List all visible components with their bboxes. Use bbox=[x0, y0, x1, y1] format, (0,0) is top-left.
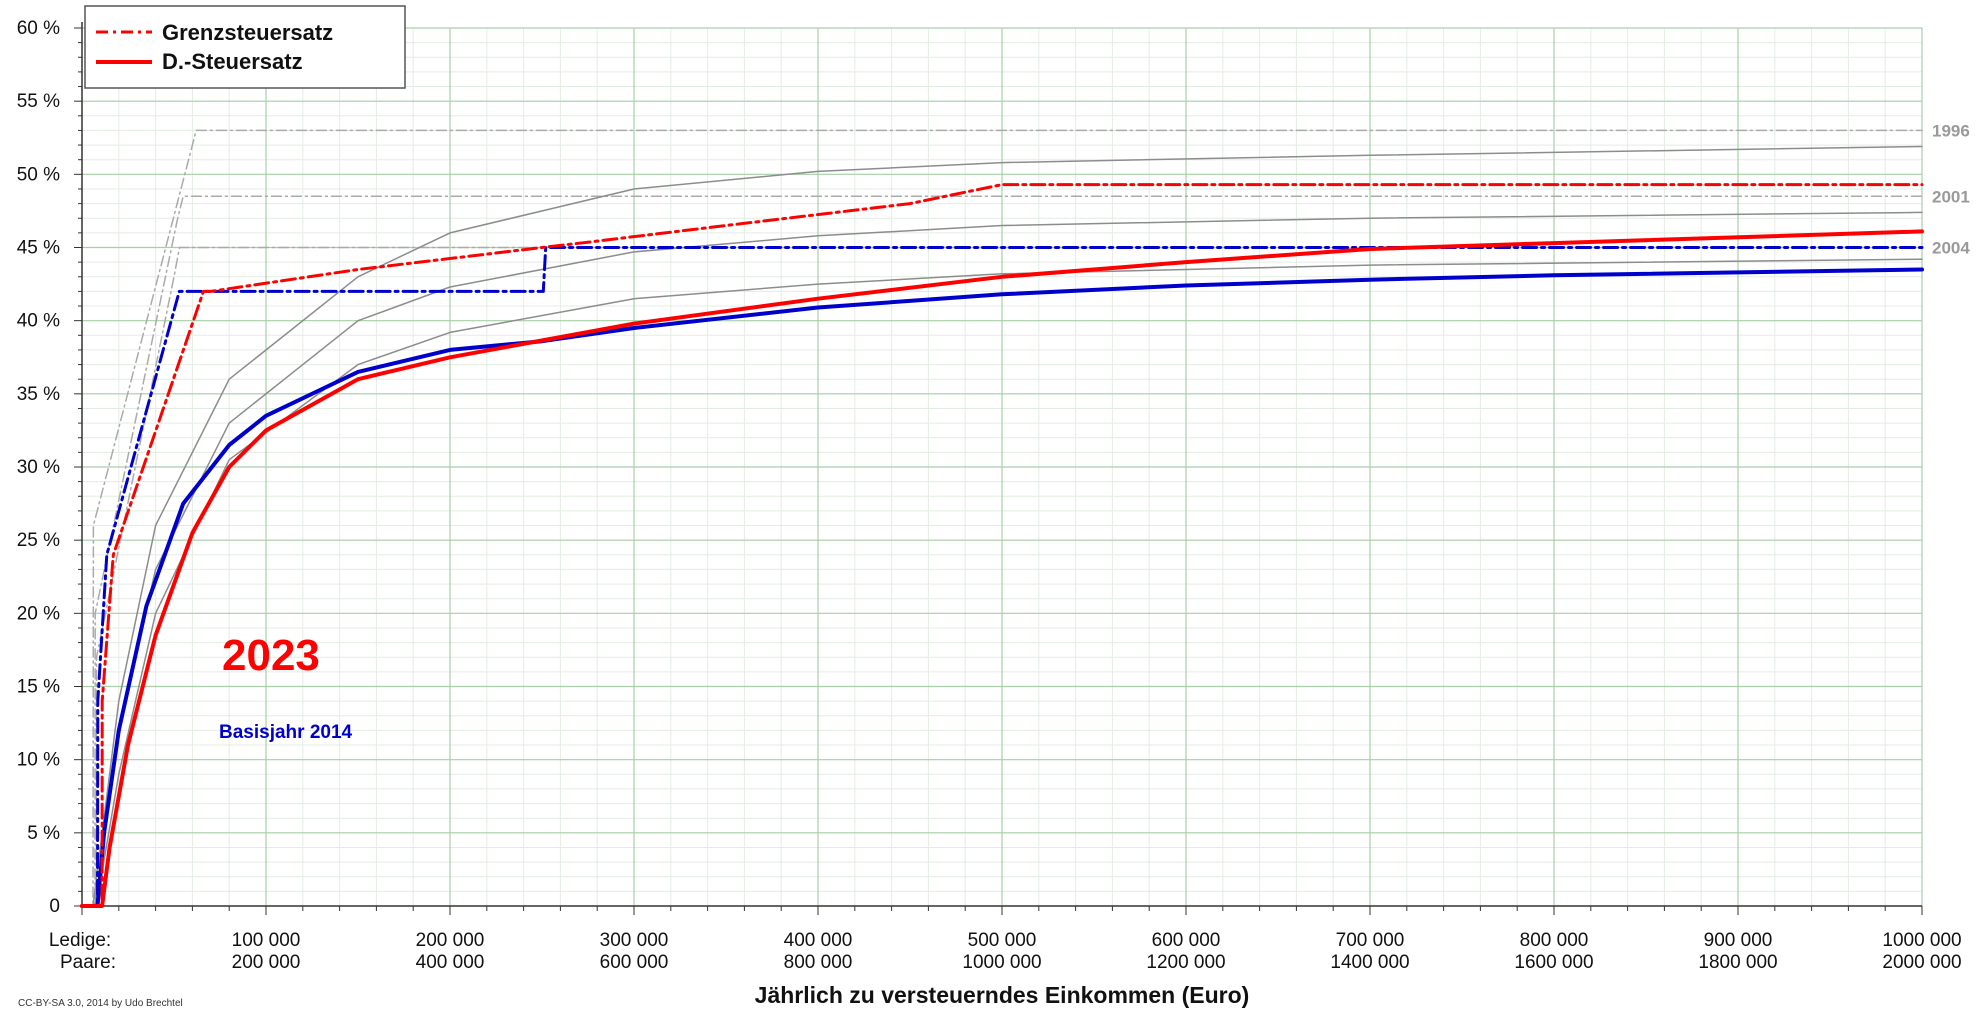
y-tick-label: 40 % bbox=[17, 311, 60, 332]
x-row-label-ledige: Ledige: bbox=[49, 930, 111, 951]
y-tick-label: 60 % bbox=[17, 18, 60, 39]
major-grid bbox=[82, 27, 1923, 906]
year-label-1996: 1996 bbox=[1932, 121, 1970, 140]
x-tick-label-paare: 2000 000 bbox=[1882, 952, 1961, 973]
series-layer bbox=[80, 129, 1924, 908]
y-tick-label: 0 bbox=[49, 896, 60, 917]
x-tick-label-paare: 400 000 bbox=[416, 952, 485, 973]
axes bbox=[74, 22, 1923, 915]
y-tick-label: 55 % bbox=[17, 91, 60, 112]
series-line-d-steuersatz bbox=[80, 229, 1924, 908]
legend-label-grenzsteuersatz: Grenzsteuersatz bbox=[162, 20, 333, 45]
x-row-label-paare: Paare: bbox=[60, 952, 116, 973]
x-tick-label-ledige: 900 000 bbox=[1704, 930, 1773, 951]
series-line-d-steuersatz-2014 bbox=[80, 267, 1924, 908]
y-tick-label: 20 % bbox=[17, 603, 60, 624]
legend: Grenzsteuersatz D.-Steuersatz bbox=[84, 5, 406, 89]
x-tick-label-paare: 800 000 bbox=[784, 952, 853, 973]
historic-year-labels: 1996 2001 2004 bbox=[1932, 121, 1970, 257]
x-tick-label-ledige: 500 000 bbox=[968, 930, 1037, 951]
legend-label-d-steuersatz: D.-Steuersatz bbox=[162, 49, 303, 74]
x-tick-label-paare: 200 000 bbox=[232, 952, 301, 973]
series-line-1996-d bbox=[81, 145, 1923, 907]
x-tick-label-paare: 1600 000 bbox=[1514, 952, 1593, 973]
x-tick-label-ledige: 100 000 bbox=[232, 930, 301, 951]
x-tick-label-ledige: 400 000 bbox=[784, 930, 853, 951]
x-tick-label-ledige: 800 000 bbox=[1520, 930, 1589, 951]
legend-box bbox=[84, 5, 406, 89]
x-axis-title: Jährlich zu versteuerndes Einkommen (Eur… bbox=[755, 982, 1250, 1008]
y-tick-label: 10 % bbox=[17, 750, 60, 771]
x-tick-label-paare: 1800 000 bbox=[1698, 952, 1777, 973]
year-label-2001: 2001 bbox=[1932, 187, 1970, 206]
x-tick-label-paare: 1400 000 bbox=[1330, 952, 1409, 973]
y-tick-label: 35 % bbox=[17, 384, 60, 405]
x-tick-label-ledige: 200 000 bbox=[416, 930, 485, 951]
x-tick-label-paare: 1200 000 bbox=[1146, 952, 1225, 973]
year-label-2004: 2004 bbox=[1932, 239, 1970, 258]
y-tick-label: 15 % bbox=[17, 677, 60, 698]
x-tick-label-ledige: 700 000 bbox=[1336, 930, 1405, 951]
y-tick-labels: 0 5 % 10 % 15 % 20 % 25 % 30 % 35 % 40 % 45 % 50 %… bbox=[17, 18, 60, 917]
x-tick-label-ledige: 300 000 bbox=[600, 930, 669, 951]
year-annotation: 2023 bbox=[222, 631, 320, 680]
x-tick-label-ledige: 600 000 bbox=[1152, 930, 1221, 951]
series-line-grenzsteuersatz bbox=[80, 183, 1924, 908]
series-line-grenzsteuersatz-2014 bbox=[80, 246, 1924, 908]
credit-text: CC-BY-SA 3.0, 2014 by Udo Brechtel bbox=[18, 998, 183, 1009]
x-tick-label-ledige: 1000 000 bbox=[1882, 930, 1961, 951]
y-tick-label: 25 % bbox=[17, 530, 60, 551]
base-year-annotation: Basisjahr 2014 bbox=[219, 722, 353, 743]
y-tick-label: 5 % bbox=[27, 823, 60, 844]
x-tick-label-paare: 1000 000 bbox=[962, 952, 1041, 973]
y-tick-label: 50 % bbox=[17, 164, 60, 185]
x-tick-label-paare: 600 000 bbox=[600, 952, 669, 973]
y-tick-label: 30 % bbox=[17, 457, 60, 478]
y-tick-label: 45 % bbox=[17, 238, 60, 259]
